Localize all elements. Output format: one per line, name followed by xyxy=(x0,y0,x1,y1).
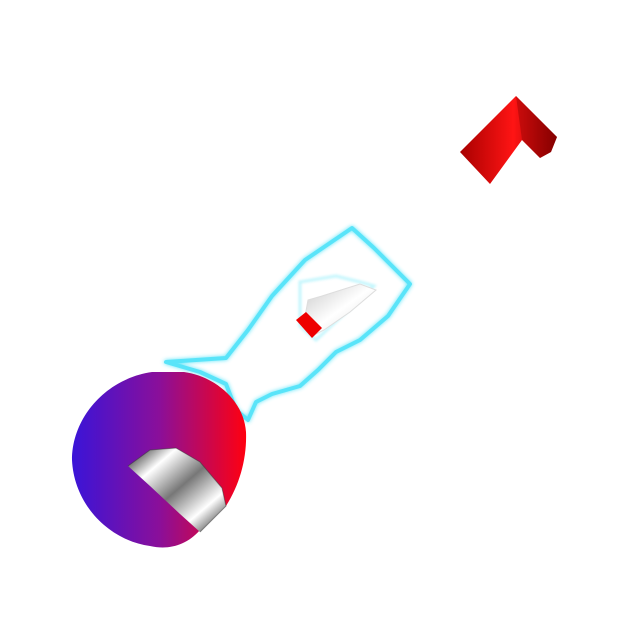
red-band xyxy=(296,312,322,338)
red-arrow-marker[interactable] xyxy=(460,96,557,184)
chevron-arrow-icon xyxy=(460,96,557,184)
striped-chrome-cylinder xyxy=(127,447,227,533)
band-icon xyxy=(296,312,322,338)
striped-cylinder-icon xyxy=(128,448,226,532)
